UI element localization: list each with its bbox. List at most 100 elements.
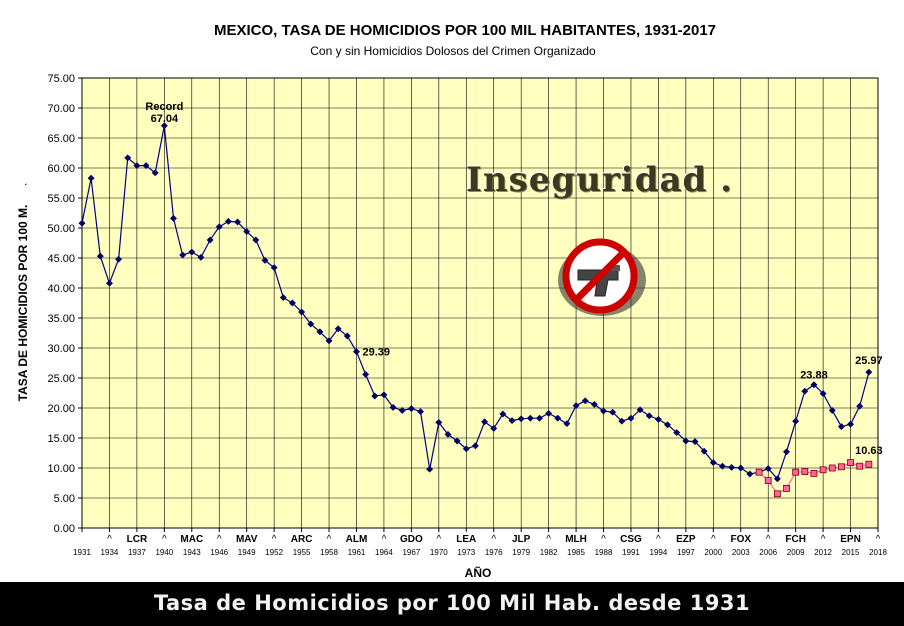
data-point [481, 418, 489, 426]
data-point [87, 174, 95, 182]
y-tick-label: 15.00 [47, 433, 75, 445]
data-point [462, 445, 470, 453]
term-marker: ^ [601, 534, 606, 545]
president-label: FOX [730, 534, 751, 545]
president-label: FCH [785, 534, 806, 545]
chart-title: MEXICO, TASA DE HOMICIDIOS POR 100 MIL H… [213, 22, 717, 39]
x-tick-label: 1940 [155, 548, 173, 557]
term-marker: ^ [272, 534, 277, 545]
data-point [224, 217, 232, 225]
x-tick-label: 1961 [348, 548, 366, 557]
data-point-square [847, 459, 854, 467]
president-labels: ^ ^ ^ ^ ^ ^ ^ ^ ^ ^ ^ ^ ^ ^ ^ LCR MAC MAV ARC ALM GDO LEA JLP M… [107, 534, 881, 545]
data-point [764, 465, 772, 473]
president-label: LCR [127, 534, 148, 545]
president-label: EZP [676, 534, 696, 545]
data-point [215, 223, 223, 231]
x-tick-label: 2018 [869, 548, 887, 557]
term-marker: ^ [821, 534, 826, 545]
y-tick-label: 30.00 [47, 343, 75, 355]
data-point [691, 438, 699, 446]
data-point [197, 253, 205, 261]
president-label: ALM [346, 534, 368, 545]
data-point [261, 256, 269, 264]
x-tick-label: 1931 [73, 548, 91, 557]
data-point [188, 248, 196, 256]
data-point [599, 407, 608, 415]
y-tick-label: 55.00 [47, 193, 75, 205]
data-point [700, 447, 708, 455]
x-tick-label: 1934 [101, 548, 119, 557]
data-point [581, 397, 589, 405]
data-point [810, 381, 818, 389]
watermark-text: Inseguridad . [466, 160, 733, 200]
data-point-square [810, 469, 818, 477]
data-point [590, 400, 598, 408]
data-point [298, 308, 306, 316]
x-tick-label: 1979 [512, 548, 530, 557]
data-point [453, 437, 461, 445]
data-point [819, 390, 827, 398]
x-tick-label: 1943 [183, 548, 201, 557]
data-label: 67.04 [151, 113, 179, 125]
x-tick-label: 1991 [622, 548, 640, 557]
data-point [682, 437, 690, 445]
term-marker: ^ [876, 534, 881, 545]
data-point [426, 465, 434, 473]
x-tick-label: 1976 [485, 548, 503, 557]
x-tick-label: 1952 [265, 548, 283, 557]
term-marker: ^ [162, 534, 167, 545]
y-tick-label: 50.00 [47, 223, 75, 235]
term-marker: ^ [107, 534, 112, 545]
x-tick-label: 1949 [238, 548, 256, 557]
y-tick-label: 45.00 [47, 253, 75, 265]
term-marker: ^ [382, 534, 387, 545]
y-tick-label: 25.00 [47, 373, 75, 385]
y-tick-label: 65.00 [47, 133, 75, 145]
data-point [782, 448, 791, 456]
data-point [352, 348, 361, 356]
data-point [115, 255, 123, 263]
data-point [865, 368, 873, 376]
data-label: 29.39 [362, 347, 390, 359]
y-tick-label: 60.00 [47, 163, 75, 175]
president-label: ARC [291, 534, 313, 545]
footer-text: Tasa de Homicidios por 100 Mil Hab. desd… [153, 591, 751, 615]
x-tick-label: 1994 [650, 548, 668, 557]
data-point [490, 424, 498, 432]
data-point-square [792, 468, 800, 476]
data-point-square [773, 490, 781, 498]
data-point [279, 294, 287, 302]
data-point-square [856, 462, 864, 470]
data-point [416, 408, 425, 416]
x-tick-label: 2015 [842, 548, 860, 557]
data-point [846, 420, 855, 428]
x-tick-label: 1982 [540, 548, 558, 557]
chart-subtitle: Con y sin Homicidios Dolosos del Crimen … [310, 44, 596, 58]
president-label: MLH [565, 534, 587, 545]
x-tick-label: 2003 [732, 548, 750, 557]
data-point [78, 219, 86, 227]
data-point [142, 162, 150, 170]
term-marker: ^ [711, 534, 716, 545]
data-point [773, 475, 781, 483]
y-tick-label: 75.00 [47, 73, 75, 85]
president-label: MAV [236, 534, 258, 545]
president-label: JLP [512, 534, 531, 545]
y-tick-label: 70.00 [47, 103, 75, 115]
y-axis-dot: . [24, 174, 27, 188]
y-tick-label: 20.00 [47, 403, 75, 415]
president-label: GDO [400, 534, 423, 545]
term-marker: ^ [436, 534, 441, 545]
data-label: Record [145, 101, 183, 113]
data-point [709, 459, 717, 467]
y-tick-label: 40.00 [47, 283, 75, 295]
data-point-square [755, 468, 763, 476]
data-point [508, 417, 516, 425]
term-marker: ^ [546, 534, 551, 545]
data-point [627, 414, 635, 422]
x-tick-label: 1955 [293, 548, 311, 557]
data-point [828, 406, 836, 414]
x-tick-label: 1985 [567, 548, 585, 557]
